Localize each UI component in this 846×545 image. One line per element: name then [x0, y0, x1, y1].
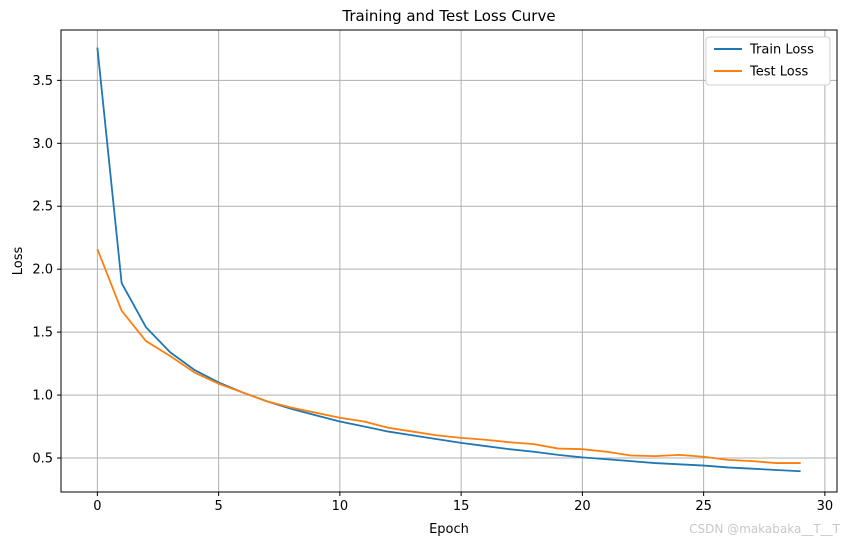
y-tick-label: 3.0 [32, 137, 53, 152]
y-tick-label: 2.0 [32, 263, 53, 278]
x-axis-label: Epoch [429, 522, 469, 537]
y-axis-ticks: 0.5 1.0 1.5 2.0 2.5 3.0 3.5 [32, 74, 61, 467]
series-line-train-loss [96, 47, 801, 473]
y-tick-label: 1.5 [32, 326, 53, 341]
x-tick-label: 20 [574, 499, 591, 514]
legend-label-train-loss: Train Loss [749, 43, 814, 58]
watermark-text: CSDN @makabaka__T__T [689, 522, 841, 536]
plot-frame [60, 29, 838, 493]
x-tick-label: 30 [817, 499, 834, 514]
grid-lines [61, 30, 837, 492]
x-tick-label: 0 [93, 499, 101, 514]
x-tick-label: 15 [453, 499, 470, 514]
series-line-test-loss [96, 248, 801, 464]
legend-label-test-loss: Test Loss [749, 65, 808, 80]
x-axis-ticks: 0 5 10 15 20 25 30 [93, 492, 833, 514]
y-tick-label: 3.5 [32, 74, 53, 89]
y-tick-label: 1.0 [32, 389, 53, 404]
y-tick-label: 0.5 [32, 452, 53, 467]
x-tick-label: 10 [332, 499, 349, 514]
y-axis-label: Loss [11, 247, 26, 276]
x-tick-label: 5 [214, 499, 222, 514]
x-tick-label: 25 [695, 499, 712, 514]
legend: Train Loss Test Loss [705, 36, 831, 86]
y-tick-label: 2.5 [32, 200, 53, 215]
chart-title: Training and Test Loss Curve [341, 7, 555, 25]
series-lines [96, 47, 801, 473]
